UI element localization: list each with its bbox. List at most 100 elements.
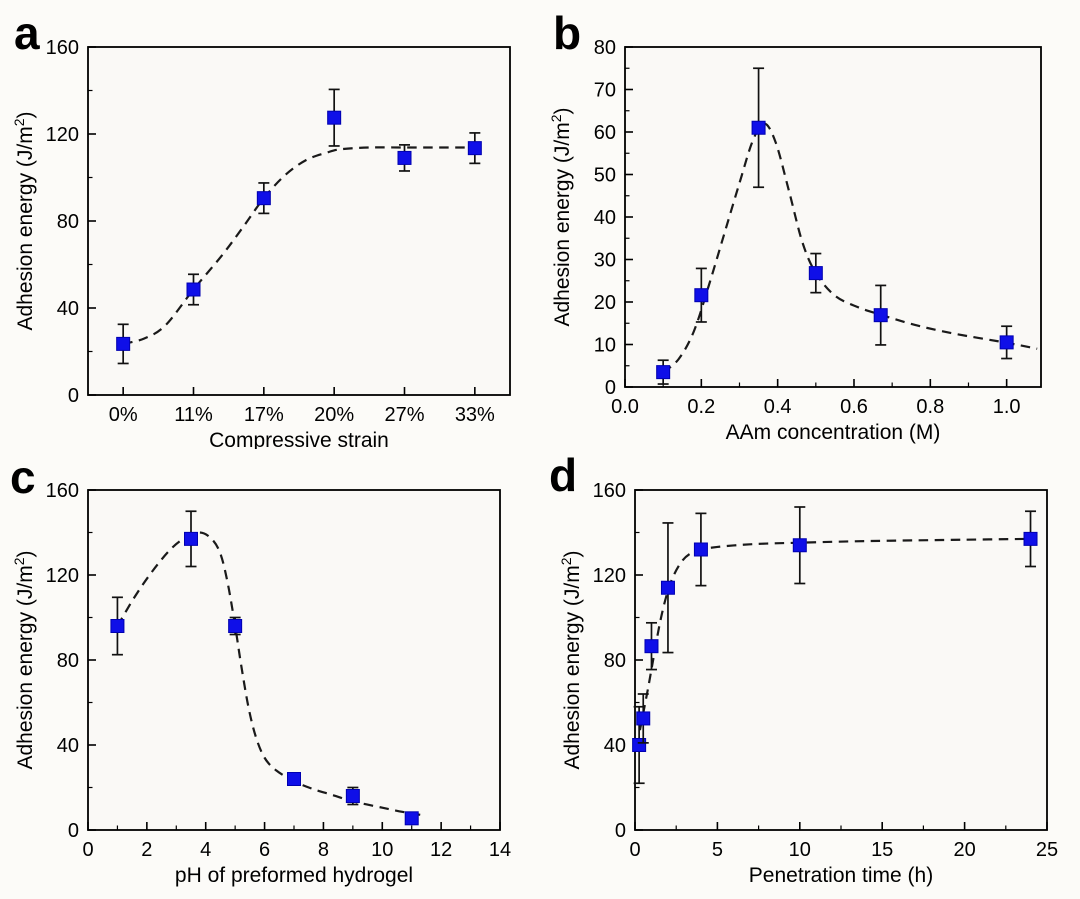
data-point-marker — [751, 120, 766, 135]
data-point-marker — [228, 619, 243, 633]
x-tick-label: 4 — [200, 839, 211, 861]
trend-curve — [662, 122, 1038, 373]
x-tick-label: 6 — [259, 839, 270, 861]
panel-b-letter: b — [553, 7, 582, 59]
x-tick-label: 14 — [489, 839, 511, 861]
x-tick-label: 15 — [871, 839, 893, 861]
y-axis-title: Adhesion energy (J/m2) — [558, 550, 584, 769]
plot-area — [88, 47, 510, 395]
y-axis-title: Adhesion energy (J/m2) — [548, 107, 574, 326]
x-axis-title: pH of preformed hydrogel — [175, 864, 413, 887]
data-point-marker — [184, 531, 198, 546]
y-tick-label: 40 — [57, 298, 79, 320]
y-tick-label: 120 — [46, 565, 79, 587]
x-tick-label: 2 — [141, 839, 152, 861]
x-tick-label: 5 — [712, 839, 723, 861]
data-point-marker — [467, 141, 482, 156]
y-tick-label: 20 — [594, 292, 616, 314]
data-point-marker — [999, 335, 1014, 350]
panel-d: d 0 5 10 15 20 25 0 40 80 120 160 Penetration time … — [540, 449, 1080, 899]
data-point-marker — [116, 336, 131, 351]
y-tick-label: 80 — [57, 211, 79, 233]
data-point-marker — [256, 191, 271, 206]
y-tick-label: 0 — [68, 820, 79, 842]
panel-a-plot: 0% 11% 17% 20% 27% 33% 0 40 80 120 160 Compressive … — [11, 37, 511, 449]
x-tick-label: 1.0 — [993, 396, 1021, 418]
x-tick-label: 25 — [1036, 839, 1058, 861]
y-tick-label: 120 — [593, 565, 626, 587]
trend-curve — [116, 531, 423, 817]
y-tick-label: 40 — [604, 735, 626, 757]
panel-a-letter: a — [14, 7, 40, 59]
y-tick-label: 40 — [594, 207, 616, 229]
x-tick-label: 0 — [629, 839, 640, 861]
y-tick-label: 160 — [593, 480, 626, 502]
y-tick-label: 70 — [594, 80, 616, 102]
panel-c-plot: 0 2 4 6 8 10 12 14 0 40 80 120 160 pH of preformed hy… — [11, 480, 511, 887]
x-tick-label: 12 — [430, 839, 452, 861]
y-tick-label: 80 — [604, 650, 626, 672]
trend-curve — [122, 146, 475, 345]
panel-c-letter: c — [10, 451, 36, 503]
y-axis-title: Adhesion energy (J/m2) — [11, 550, 37, 769]
y-axis-title: Adhesion energy (J/m2) — [11, 111, 37, 330]
data-point-marker — [873, 308, 888, 323]
panel-b: b 0.0 0.2 0.4 0.6 0.8 1.0 0 10 20 30 40 50 60 70 80 AAm… — [540, 0, 1080, 449]
data-point-marker — [792, 538, 807, 553]
data-point-marker — [1023, 531, 1038, 546]
data-point-marker — [110, 619, 125, 633]
x-tick-label: 10 — [371, 839, 393, 861]
x-tick-label: 0.8 — [916, 396, 944, 418]
y-tick-label: 30 — [594, 250, 616, 272]
y-tick-label: 10 — [594, 335, 616, 357]
data-point-marker — [632, 738, 647, 752]
x-tick-label: 0 — [82, 839, 93, 861]
y-tick-label: 50 — [594, 165, 616, 187]
data-point-marker — [694, 288, 709, 303]
x-tick-label: 0.4 — [764, 396, 792, 418]
y-tick-label: 40 — [57, 735, 79, 757]
x-tick-label: 33% — [455, 404, 495, 426]
x-axis-title: Compressive strain — [209, 429, 389, 449]
data-point-marker — [186, 282, 201, 297]
data-point-marker — [636, 711, 651, 726]
y-tick-label: 60 — [594, 122, 616, 144]
data-point-marker — [345, 789, 360, 803]
y-tick-label: 160 — [46, 37, 79, 59]
panel-d-plot: 0 5 10 15 20 25 0 40 80 120 160 Penetration time (h… — [558, 480, 1058, 887]
y-tick-label: 160 — [46, 480, 79, 502]
data-point-marker — [397, 150, 412, 165]
x-tick-label: 20% — [314, 404, 354, 426]
panel-a: a 0% 11% 17% 20% 27% 33% 0 40 80 120 160 Compressiv… — [0, 0, 540, 449]
data-point-marker — [327, 110, 342, 125]
data-point-marker — [287, 772, 301, 786]
x-tick-label: 0.0 — [611, 396, 639, 418]
y-tick-label: 0 — [68, 385, 79, 407]
y-tick-label: 80 — [594, 37, 616, 59]
data-point-marker — [644, 639, 659, 654]
data-point-marker — [404, 811, 419, 826]
panel-b-plot: 0.0 0.2 0.4 0.6 0.8 1.0 0 10 20 30 40 50 60 70 80 AAm c… — [548, 37, 1042, 444]
x-tick-label: 0.2 — [687, 396, 715, 418]
x-tick-label: 20 — [953, 839, 975, 861]
x-axis-title: Penetration time (h) — [749, 864, 933, 887]
plot-area — [625, 47, 1041, 387]
y-tick-label: 0 — [605, 377, 616, 399]
y-tick-label: 80 — [57, 650, 79, 672]
x-tick-label: 0% — [109, 404, 138, 426]
data-point-marker — [808, 266, 823, 281]
panel-c: c 0 2 4 6 8 10 12 14 0 40 80 120 160 pH of preformed … — [0, 449, 540, 899]
data-point-marker — [656, 365, 671, 380]
x-tick-label: 17% — [244, 404, 284, 426]
data-point-marker — [660, 580, 675, 595]
x-tick-label: 0.6 — [840, 396, 868, 418]
x-tick-label: 8 — [318, 839, 329, 861]
x-tick-label: 11% — [174, 404, 213, 426]
y-tick-label: 120 — [46, 124, 79, 146]
y-tick-label: 0 — [615, 820, 626, 842]
x-tick-label: 27% — [384, 404, 424, 426]
panel-d-letter: d — [549, 449, 578, 501]
x-axis-title: AAm concentration (M) — [726, 421, 941, 444]
data-point-marker — [693, 542, 708, 557]
